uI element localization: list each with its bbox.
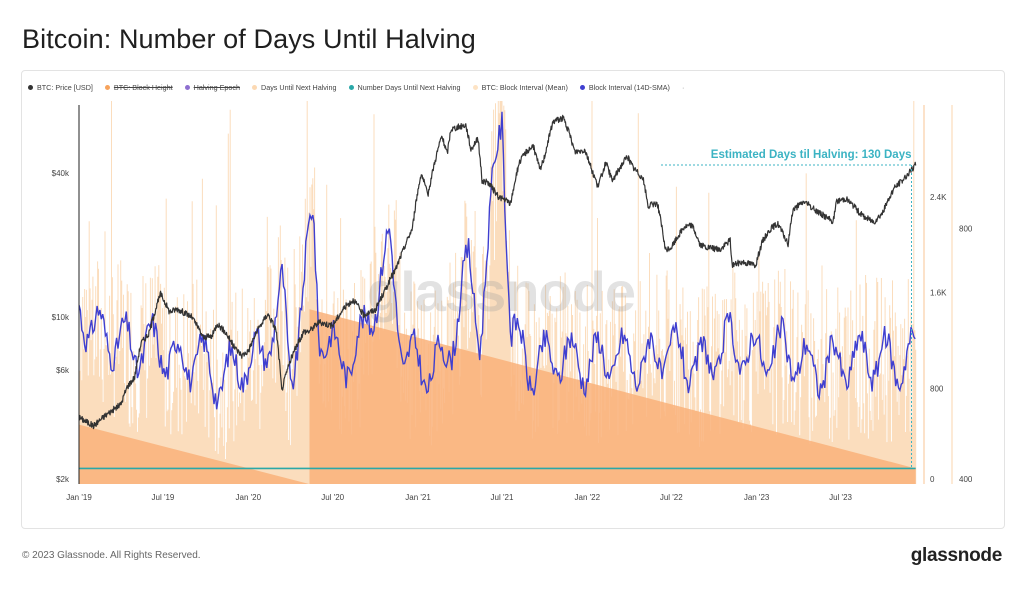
x-tick-label: Jul '21 — [491, 493, 514, 500]
x-tick-label: Jul '20 — [321, 493, 344, 500]
footer-copyright: © 2023 Glassnode. All Rights Reserved. — [22, 550, 201, 561]
chart-svg: glassnode Estimated Days til Halving: 13… — [52, 101, 973, 500]
legend-label: BTC: Price [USD] — [37, 82, 93, 92]
chart-title: Bitcoin: Number of Days Until Halving — [22, 24, 476, 54]
legend-item[interactable]: Days Until Next Halving — [252, 83, 337, 92]
legend-item[interactable]: Block Interval (14D-SMA) — [579, 82, 670, 92]
legend-item[interactable]: BTC: Block Interval (Mean) — [472, 82, 568, 92]
legend-more[interactable]: · — [681, 82, 685, 92]
legend-item[interactable]: Number Days Until Next Halving — [348, 82, 461, 92]
legend-label: Days Until Next Halving — [261, 82, 337, 92]
legend-dot-icon — [104, 84, 110, 90]
x-tick-label: Jul '19 — [152, 493, 175, 500]
block-interval-sma-series — [79, 111, 916, 410]
legend-item[interactable]: BTC: Price [USD] — [28, 83, 93, 92]
legend-label: BTC: Block Height — [113, 82, 173, 92]
price-tick-label: $2k — [56, 475, 70, 484]
legend-item[interactable]: BTC: Block Height — [104, 82, 173, 92]
btc-price-series — [79, 114, 917, 430]
legend-dot-icon — [348, 84, 354, 90]
watermark: glassnode — [367, 260, 635, 323]
legend-dot-icon — [28, 84, 33, 90]
block-interval-sma-layer — [79, 111, 916, 410]
x-tick-label: Jan '22 — [575, 493, 601, 500]
footer-brand-logo: glassnode — [910, 545, 1003, 566]
legend-dot-icon — [252, 84, 257, 90]
x-tick-label: Jan '23 — [744, 493, 770, 500]
annotation-layer: Estimated Days til Halving: 130 Days — [661, 149, 913, 468]
interval-tick-label: 400 — [959, 475, 973, 484]
legend-label: Block Interval (14D-SMA) — [588, 82, 670, 92]
axes-layer: Jan '19 Jul '19 Jan '20 Jul '20 Jan '21 Jul '… — [52, 105, 973, 500]
days-tick-label: 2.4K — [930, 193, 947, 202]
interval-tick-label: 800 — [959, 225, 973, 234]
price-tick-label: $6k — [56, 366, 70, 375]
price-layer — [79, 114, 917, 430]
days-tick-label: 800 — [930, 384, 944, 393]
legend-label: Halving Epoch — [193, 82, 240, 92]
x-tick-label: Jan '19 — [66, 493, 92, 500]
legend-label: BTC: Block Interval (Mean) — [481, 82, 568, 92]
days-tick-label: 0 — [930, 475, 935, 484]
legend-dot-icon — [184, 84, 190, 90]
annotation-label: Estimated Days til Halving: 130 Days — [711, 149, 912, 161]
price-tick-label: $10k — [52, 313, 70, 322]
legend-dot-icon — [472, 84, 478, 90]
x-tick-label: Jul '23 — [829, 493, 852, 500]
days-tick-label: 1.6K — [930, 289, 947, 298]
x-tick-label: Jan '21 — [405, 493, 431, 500]
x-tick-label: Jul '22 — [660, 493, 683, 500]
legend-label: Number Days Until Next Halving — [357, 82, 461, 92]
legend-item[interactable]: Halving Epoch — [184, 82, 240, 92]
x-tick-label: Jan '20 — [236, 493, 262, 500]
chart-legend: BTC: Price [USD] BTC: Block Height Halving… — [28, 80, 684, 94]
legend-dot-icon — [579, 84, 585, 90]
days-until-halving-area-2 — [309, 309, 916, 484]
price-tick-label: $40k — [52, 169, 70, 178]
